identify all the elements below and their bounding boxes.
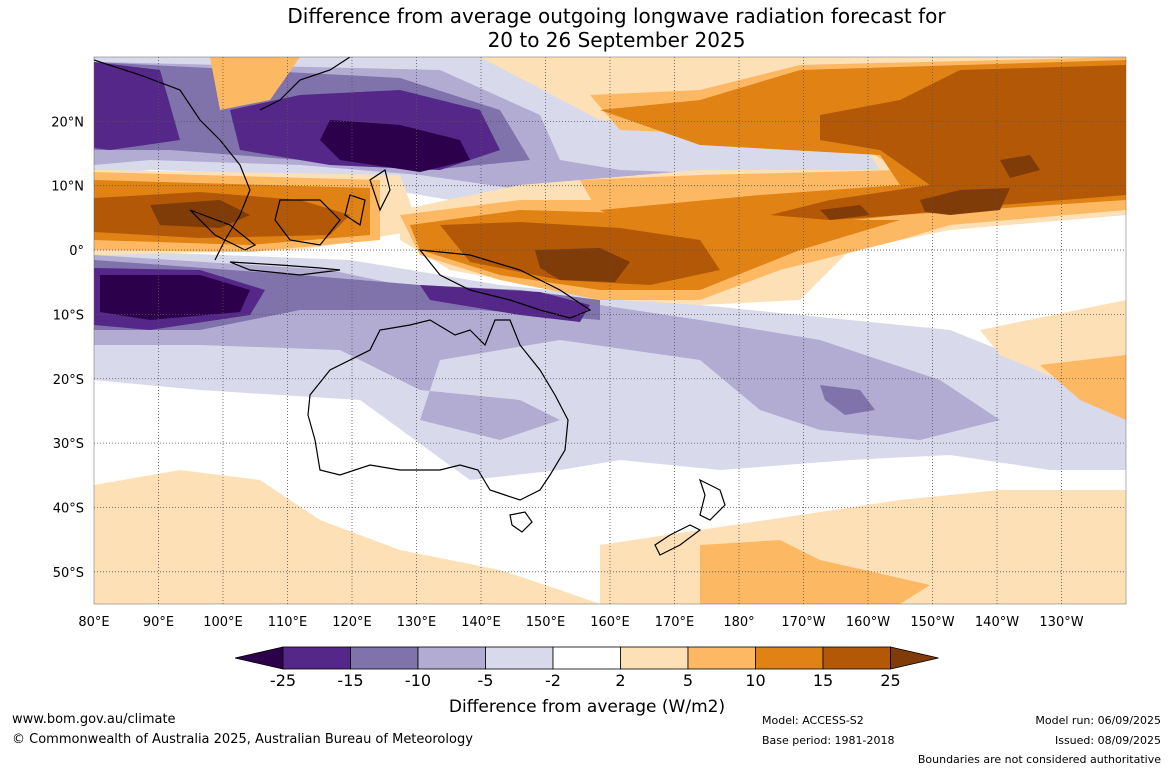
colorbar-tick-label: 5	[683, 671, 693, 690]
new-guinea-outline	[418, 249, 592, 319]
anomaly-field	[94, 57, 1126, 604]
anomaly-region-deep-brown-equator	[535, 248, 630, 282]
colorbar-extension-low	[234, 646, 284, 670]
model-name: Model: ACCESS-S2	[762, 714, 864, 727]
colorbar-segment	[552, 646, 621, 670]
latitude-tick-label: 10°N	[51, 180, 84, 195]
colorbar-tick-label: 25	[880, 671, 900, 690]
colorbar-segment	[687, 646, 756, 670]
colorbar-tick-label: 10	[745, 671, 765, 690]
anomaly-region-deep-violet-north	[320, 120, 470, 172]
latitude-tick-label: 40°S	[53, 501, 84, 516]
longitude-tick-label: 140°E	[461, 615, 501, 630]
longitude-tick-label: 110°E	[268, 615, 308, 630]
southeast-asia-islands-outline	[189, 169, 391, 276]
longitude-tick-label: 160°E	[590, 615, 630, 630]
longitude-tick-label: 170°E	[655, 615, 695, 630]
colorbar-label: Difference from average (W/m2)	[449, 697, 725, 717]
anomaly-region-peach-southwest	[94, 470, 600, 604]
colorbar-segment	[350, 646, 419, 670]
colorbar-tick-label: 15	[813, 671, 833, 690]
colorbar	[234, 646, 939, 670]
anomaly-region-deep-brown-north	[820, 155, 1040, 220]
colorbar-tick-label: -5	[478, 671, 494, 690]
longitude-tick-label: 120°E	[332, 615, 372, 630]
coastlines	[94, 57, 726, 556]
colorbar-tick-label: -2	[545, 671, 561, 690]
boundary-disclaimer: Boundaries are not considered authoritat…	[917, 753, 1161, 766]
longitude-tick-label: 130°W	[1039, 615, 1083, 630]
colorbar-segment	[417, 646, 486, 670]
colorbar-tick-label: -10	[405, 671, 431, 690]
longitude-tick-label: 100°E	[203, 615, 243, 630]
colorbar-segment	[755, 646, 824, 670]
anomaly-region-brown-north	[770, 65, 1126, 220]
australia-outline	[307, 319, 569, 501]
longitude-labels: 80°E 90°E 100°E 110°E 120°E 130°E 140°E 150°E 16…	[78, 615, 1083, 630]
latitude-tick-label: 20°N	[51, 115, 84, 130]
longitude-tick-label: 150°W	[910, 615, 954, 630]
colorbar-tick-label: -25	[270, 671, 296, 690]
colorbar-segment	[620, 646, 689, 670]
chart-title: Difference from average outgoing longwav…	[0, 4, 1173, 52]
map-frame	[93, 56, 1127, 605]
tasmania-outline	[509, 511, 533, 533]
latitude-tick-label: 30°S	[53, 437, 84, 452]
colorbar-tick-label: 2	[615, 671, 625, 690]
latitude-labels: 20°N 10°N 0° 10°S 20°S 30°S 40°S 50°S	[51, 115, 84, 580]
anomaly-region-deep-violet-south	[100, 275, 250, 320]
longitude-tick-label: 160°W	[846, 615, 890, 630]
colorbar-segment	[485, 646, 554, 670]
title-line-2: 20 to 26 September 2025	[487, 28, 746, 52]
anomaly-region-orange-east	[1040, 355, 1126, 420]
colorbar-extension-high	[890, 646, 939, 670]
longitude-tick-label: 80°E	[78, 615, 109, 630]
latitude-tick-label: 50°S	[53, 566, 84, 581]
longitude-tick-label: 180°	[723, 615, 754, 630]
longitude-tick-label: 140°W	[975, 615, 1019, 630]
longitude-tick-label: 90°E	[143, 615, 174, 630]
base-period: Base period: 1981-2018	[762, 734, 895, 747]
issued-date: Issued: 08/09/2025	[1054, 734, 1161, 747]
copyright-text: © Commonwealth of Australia 2025, Austra…	[12, 732, 473, 747]
colorbar-segment	[282, 646, 351, 670]
website-link[interactable]: www.bom.gov.au/climate	[12, 712, 176, 727]
latitude-tick-label: 0°	[69, 244, 84, 259]
latitude-tick-label: 10°S	[53, 308, 84, 323]
new-zealand-outline	[654, 478, 726, 556]
title-line-1: Difference from average outgoing longwav…	[287, 4, 946, 28]
longitude-tick-label: 130°E	[397, 615, 437, 630]
longitude-tick-label: 150°E	[526, 615, 566, 630]
colorbar-tick-label: -15	[337, 671, 363, 690]
model-run-date: Model run: 06/09/2025	[1035, 714, 1161, 727]
longitude-tick-label: 170°W	[781, 615, 825, 630]
colorbar-tick-labels: -25 -15 -10 -5 -2 2 5 10 15 25	[270, 671, 901, 690]
colorbar-segment	[822, 646, 891, 670]
latitude-tick-label: 20°S	[53, 373, 84, 388]
anomaly-region-purple-pacific-south	[820, 385, 875, 415]
graticule	[94, 57, 1126, 604]
